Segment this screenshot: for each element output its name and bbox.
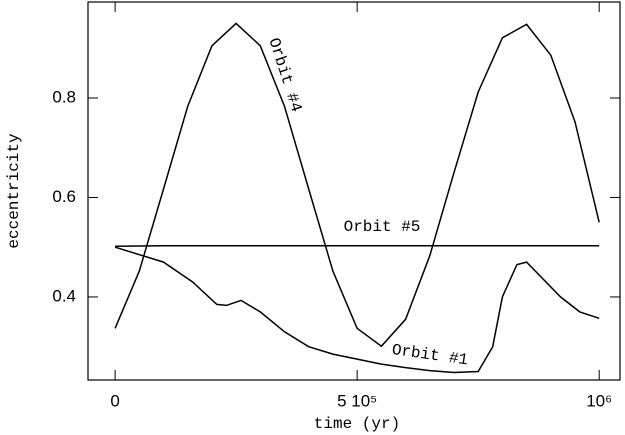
series-label: Orbit #1 [391, 341, 470, 370]
series-line [114, 22, 600, 348]
series-line [114, 246, 600, 374]
y-tick-label: 0.4 [52, 286, 76, 305]
series-line [115, 244, 600, 247]
plot-frame [87, 1, 621, 381]
x-tick-label: 10⁶ [586, 391, 612, 410]
series-label: Orbit #5 [344, 218, 421, 236]
series-label: Orbit #4 [264, 36, 305, 115]
x-axis-label: time (yr) [314, 415, 400, 433]
x-tick-label: 0 [110, 391, 119, 410]
y-axis-label: eccentricity [5, 133, 23, 249]
y-tick-label: 0.8 [52, 87, 76, 106]
y-tick-label: 0.6 [52, 187, 76, 206]
x-tick-label: 5 10⁵ [337, 391, 377, 410]
